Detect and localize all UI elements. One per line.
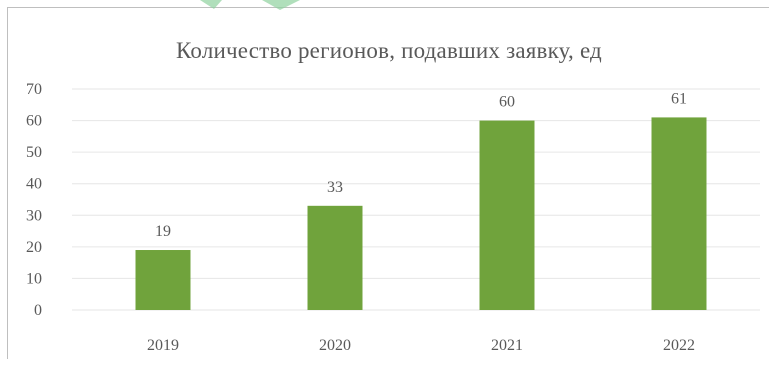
y-tick-label: 0 (34, 302, 42, 319)
y-tick-label: 70 (26, 81, 42, 98)
bar-2022 (651, 117, 707, 311)
data-label: 61 (671, 90, 687, 107)
y-tick-label: 50 (26, 144, 42, 161)
bar-2019 (135, 250, 191, 310)
data-label: 19 (155, 223, 171, 240)
bar-2020 (307, 205, 363, 310)
chart-title: Количество регионов, подавших заявку, ед (176, 38, 602, 63)
data-label: 33 (327, 179, 343, 196)
y-tick-label: 40 (26, 176, 42, 193)
chart-frame (7, 7, 769, 359)
y-tick-label: 10 (26, 270, 42, 287)
y-tick-label: 20 (26, 239, 42, 256)
x-category-label: 2019 (147, 337, 179, 354)
y-tick-label: 30 (26, 207, 42, 224)
y-tick-label: 60 (26, 113, 42, 130)
bar-2021 (479, 120, 535, 310)
data-label: 60 (499, 94, 515, 111)
x-category-label: 2021 (491, 337, 523, 354)
x-category-label: 2022 (663, 337, 695, 354)
x-category-label: 2020 (319, 337, 351, 354)
